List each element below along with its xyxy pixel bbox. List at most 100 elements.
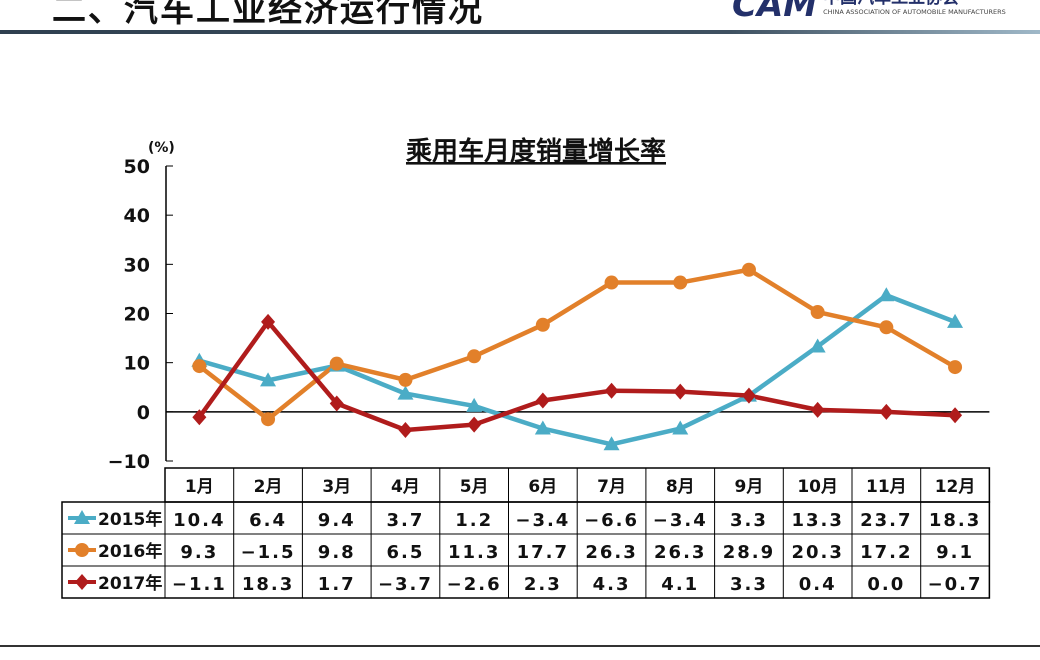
- data-point: [603, 436, 620, 451]
- table-cell-value: 9.4: [318, 510, 356, 531]
- table-cell-value: 9.3: [180, 542, 218, 563]
- data-point: [398, 422, 413, 439]
- table-cell-value: 4.3: [593, 574, 631, 595]
- table-cell-value: 6.4: [249, 510, 287, 531]
- table-cell-value: −0.7: [928, 574, 983, 595]
- footer-divider: [0, 645, 1040, 647]
- logo-cn: 中国汽车工业协会: [823, 0, 1006, 8]
- table-cell-value: 26.3: [654, 542, 706, 563]
- table-cell-value: 3.3: [730, 574, 768, 595]
- table-cell-value: 2.3: [524, 574, 562, 595]
- legend-label: 2017年: [98, 573, 162, 594]
- table-cell-value: 20.3: [791, 542, 843, 563]
- data-point: [809, 338, 826, 353]
- data-point: [467, 416, 482, 433]
- table-cell-value: 6.5: [387, 542, 425, 563]
- y-tick-label: 50: [124, 156, 150, 178]
- data-point: [192, 409, 207, 426]
- data-point: [534, 420, 551, 435]
- x-category-label: 4月: [391, 477, 420, 497]
- logo: CAM 中国汽车工业协会CHINA ASSOCIATION OF AUTOMOB…: [732, 0, 1006, 22]
- x-category-label: 1月: [185, 477, 214, 497]
- y-tick-label: 40: [124, 205, 150, 227]
- data-point: [810, 305, 825, 320]
- table-cell-value: 11.3: [448, 542, 500, 563]
- data-point: [261, 412, 276, 427]
- table-cell-value: 9.8: [318, 542, 356, 563]
- chart-title: 乘用车月度销量增长率: [405, 136, 666, 167]
- table-cell-value: 17.7: [517, 542, 569, 563]
- table-cell-value: 3.3: [730, 510, 768, 531]
- x-category-label: 11月: [866, 477, 907, 497]
- data-point: [329, 395, 344, 412]
- data-point: [741, 387, 756, 404]
- data-point: [741, 262, 756, 277]
- data-point: [261, 313, 276, 330]
- x-category-label: 2月: [254, 477, 283, 497]
- data-point: [948, 407, 963, 424]
- table-cell-value: 13.3: [791, 510, 843, 531]
- table-cell-value: 9.1: [936, 542, 974, 563]
- table-cell-value: 0.0: [867, 574, 905, 595]
- data-point: [329, 356, 344, 371]
- table-cell-value: 4.1: [661, 574, 699, 595]
- table-cell-value: 1.7: [318, 574, 356, 595]
- table-cell-value: 10.4: [173, 510, 225, 531]
- data-point: [604, 382, 619, 399]
- data-point: [672, 420, 689, 435]
- data-point: [535, 392, 550, 409]
- y-tick-label: 0: [137, 402, 150, 424]
- x-category-label: 3月: [322, 477, 351, 497]
- x-category-label: 6月: [528, 477, 557, 497]
- data-point: [260, 372, 277, 387]
- data-point: [467, 349, 482, 364]
- legend-label: 2016年: [98, 541, 162, 562]
- y-axis-unit: (%): [148, 140, 175, 156]
- data-point: [947, 313, 964, 328]
- table-cell-value: −6.6: [584, 510, 639, 531]
- x-category-label: 8月: [666, 477, 695, 497]
- table-cell-value: 26.3: [585, 542, 637, 563]
- data-point: [673, 275, 688, 290]
- series-line-2015年: [198, 293, 956, 447]
- data-point: [879, 320, 894, 335]
- data-point: [192, 359, 207, 374]
- table-cell-value: −1.1: [172, 574, 227, 595]
- data-point: [673, 383, 688, 400]
- table-cell-value: 1.2: [455, 510, 493, 531]
- legend-marker: [74, 510, 90, 524]
- data-point: [604, 275, 619, 290]
- table-cell-value: −3.7: [378, 574, 433, 595]
- table-cell-value: −2.6: [447, 574, 502, 595]
- data-point: [397, 385, 414, 400]
- data-point: [878, 287, 895, 302]
- x-category-label: 10月: [797, 477, 838, 497]
- series-line-2017年: [197, 319, 956, 433]
- logo-en: CHINA ASSOCIATION OF AUTOMOBILE MANUFACT…: [823, 8, 1006, 16]
- slide-title: 二、汽车工业经济运行情况: [52, 0, 484, 30]
- data-point: [466, 397, 483, 412]
- y-tick-label: 20: [124, 304, 150, 326]
- data-point: [810, 401, 825, 418]
- legend-marker: [75, 574, 89, 590]
- table-cell-value: 17.2: [860, 542, 912, 563]
- y-tick-label: 30: [124, 254, 150, 276]
- x-category-label: 7月: [597, 477, 626, 497]
- table-cell-value: 0.4: [799, 574, 837, 595]
- legend-marker: [75, 543, 89, 557]
- y-tick-label: 10: [124, 353, 150, 375]
- table-cell-value: 18.3: [929, 510, 981, 531]
- series-line-2016年: [197, 267, 957, 422]
- data-point: [948, 360, 963, 375]
- data-point: [398, 372, 413, 387]
- x-category-label: 12月: [935, 477, 976, 497]
- table-cell-value: 18.3: [242, 574, 294, 595]
- y-tick-label: −10: [108, 451, 150, 473]
- legend-label: 2015年: [98, 509, 162, 530]
- x-category-label: 9月: [735, 477, 764, 497]
- data-point: [879, 403, 894, 420]
- data-point: [535, 317, 550, 332]
- table-cell-value: 3.7: [387, 510, 425, 531]
- x-category-label: 5月: [460, 477, 489, 497]
